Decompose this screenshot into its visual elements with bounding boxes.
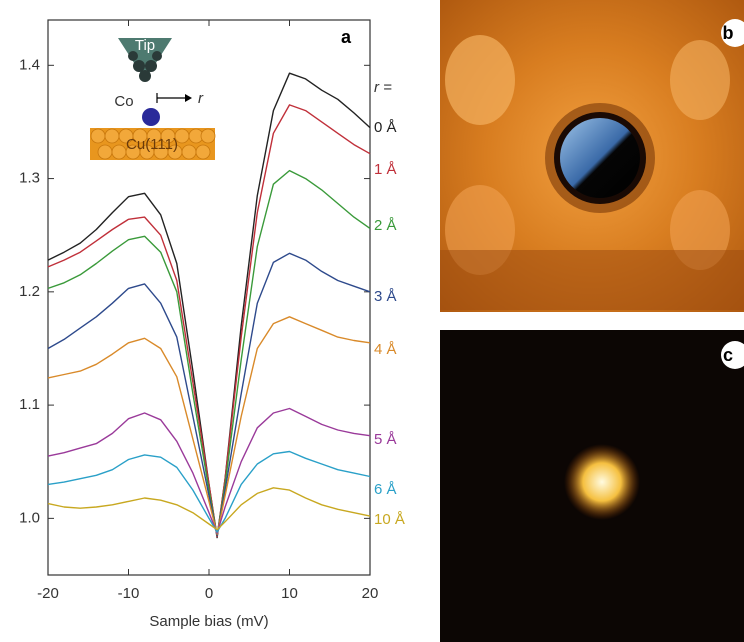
legend-label: 5 Å [374, 431, 397, 448]
inset-label: Cu(111) [126, 136, 178, 153]
x-axis-label: Sample bias (mV) [149, 613, 268, 630]
x-tick-label: 10 [281, 585, 298, 602]
inset-label: Tip [135, 37, 155, 54]
y-tick-label: 1.4 [19, 56, 40, 73]
y-tick-label: 1.0 [19, 509, 40, 526]
x-tick-label: -10 [118, 585, 140, 602]
inset-label: r [198, 90, 204, 107]
series-line [48, 105, 370, 537]
y-tick-label: 1.1 [19, 396, 40, 413]
inset-label: Co [114, 93, 133, 110]
x-tick-label: 20 [362, 585, 379, 602]
legend-label: 2 Å [374, 217, 397, 234]
series-line [48, 409, 370, 534]
legend-label: 10 Å [374, 511, 405, 528]
panel-label: b [723, 23, 734, 43]
legend-label: 1 Å [374, 161, 397, 178]
legend-title: r = [374, 79, 392, 96]
y-tick-label: 1.3 [19, 170, 40, 187]
series-line [48, 317, 370, 534]
legend-label: 4 Å [374, 341, 397, 358]
legend-label: 0 Å [374, 119, 397, 136]
figure: b c a Tip Co r Cu(111) r = Sample bias (… [0, 0, 744, 642]
legend-label: 6 Å [374, 481, 397, 498]
panel-c-image [440, 330, 744, 642]
panel-label: c [723, 345, 733, 365]
x-tick-label: -20 [37, 585, 59, 602]
series-line [48, 253, 370, 535]
x-tick-label: 0 [205, 585, 213, 602]
panel-b-image [440, 0, 744, 312]
y-tick-label: 1.2 [19, 283, 40, 300]
panel-label: a [341, 27, 352, 47]
legend-label: 3 Å [374, 288, 397, 305]
